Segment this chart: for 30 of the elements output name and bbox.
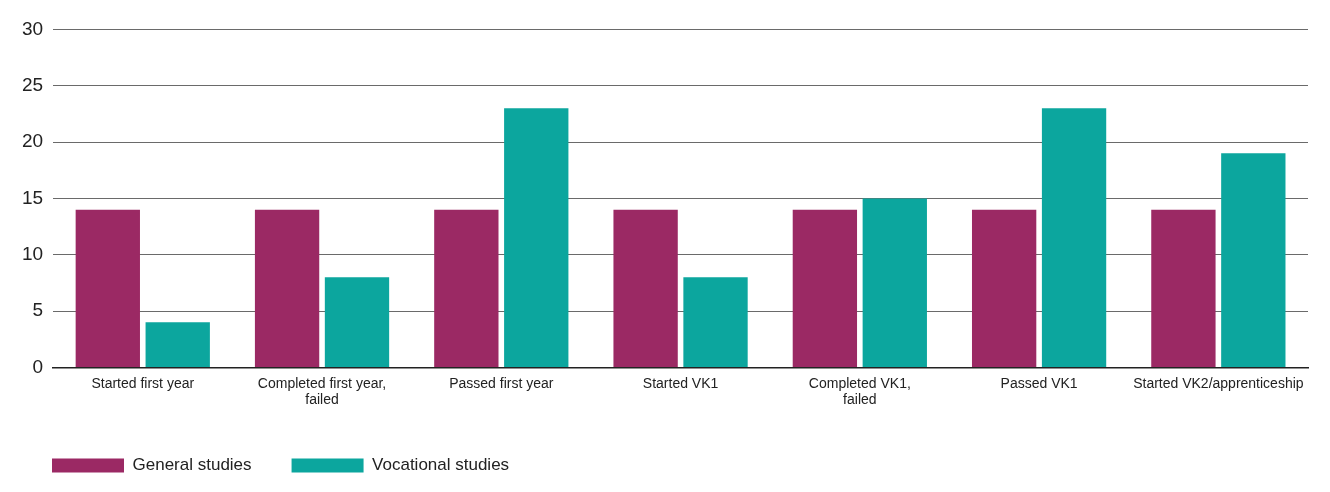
bar	[254, 209, 320, 367]
x-tick-label: Completed first year, failed	[257, 374, 387, 408]
bar	[145, 322, 210, 367]
y-tick-label: 25	[21, 73, 44, 95]
y-tick-label: 30	[21, 17, 44, 39]
bar	[613, 209, 678, 367]
bar	[1221, 153, 1286, 367]
bar	[434, 209, 499, 367]
x-tick-label: Started VK1	[642, 374, 719, 391]
bar	[1041, 108, 1107, 367]
bar	[792, 209, 858, 367]
x-tick-label: Started first year	[91, 374, 195, 391]
bar	[683, 277, 748, 367]
x-tick-label: Passed VK1	[1000, 374, 1078, 391]
y-tick-label: 5	[32, 299, 44, 321]
bar	[75, 209, 140, 367]
bar	[504, 108, 569, 367]
y-tick-label: 15	[21, 186, 44, 208]
x-tick-label: Completed VK1, failed	[808, 374, 911, 408]
x-tick-label: Passed first year	[449, 374, 554, 391]
y-tick-label: 10	[21, 242, 44, 264]
x-tick-label: Started VK2/apprenticeship	[1133, 374, 1304, 391]
y-tick-label: 20	[21, 130, 44, 152]
bar	[971, 209, 1037, 367]
legend-label: Vocational studies	[372, 455, 510, 475]
bar	[324, 277, 390, 367]
legend-label: General studies	[132, 455, 252, 475]
bar	[1151, 209, 1216, 367]
bar	[862, 198, 927, 367]
y-tick-label: 0	[32, 355, 44, 377]
